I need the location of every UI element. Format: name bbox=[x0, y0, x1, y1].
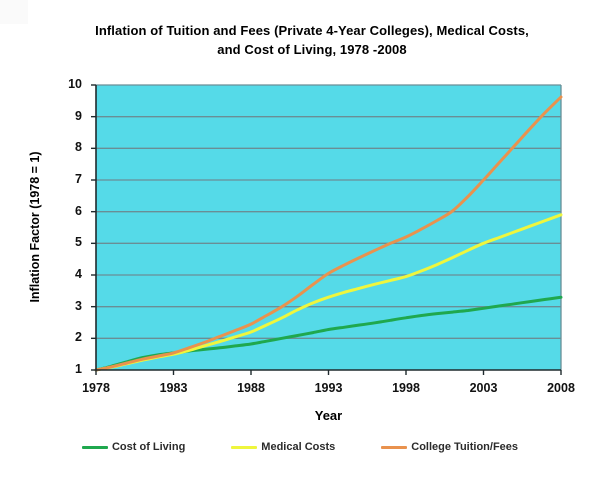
x-tick-label-1978: 1978 bbox=[82, 381, 110, 395]
legend-line-icon-medical-costs bbox=[231, 445, 258, 449]
y-tick-label-5: 5 bbox=[75, 235, 82, 250]
y-tick-label-9: 9 bbox=[75, 108, 82, 123]
y-tick-label-4: 4 bbox=[75, 267, 82, 281]
x-tick-label-1983: 1983 bbox=[159, 381, 188, 395]
legend-item-cost-of-living: Cost of Living bbox=[81, 441, 186, 453]
chart-title: Inflation of Tuition and Fees (Private 4… bbox=[24, 21, 600, 59]
y-tick-label-3: 3 bbox=[75, 298, 82, 313]
y-tick-label-6: 6 bbox=[75, 203, 82, 218]
legend-item-medical-costs: Medical Costs bbox=[231, 441, 335, 453]
chart-title-line1: Inflation of Tuition and Fees (Private 4… bbox=[95, 23, 529, 38]
x-tick-label-2003: 2003 bbox=[469, 381, 498, 395]
legend-label-college-tuition-fees: College Tuition/Fees bbox=[411, 441, 519, 453]
y-tick-label-10: 10 bbox=[68, 77, 82, 91]
legend-label-cost-of-living: Cost of Living bbox=[111, 441, 186, 453]
legend-label-medical-costs: Medical Costs bbox=[261, 441, 336, 453]
x-tick-label-2008: 2008 bbox=[547, 381, 575, 395]
window-corner-artifact bbox=[0, 0, 28, 24]
y-tick-label-2: 2 bbox=[75, 330, 82, 345]
x-tick-label-1998: 1998 bbox=[392, 381, 420, 395]
legend-line-icon-college-tuition-fees bbox=[381, 445, 408, 449]
chart-title-line2: and Cost of Living, 1978 -2008 bbox=[217, 42, 407, 57]
x-tick-label-1988: 1988 bbox=[237, 381, 265, 395]
plot-area bbox=[91, 84, 563, 375]
y-tick-label-7: 7 bbox=[75, 172, 82, 186]
x-axis-title: Year bbox=[314, 408, 343, 423]
x-tick-label-1993: 1993 bbox=[314, 381, 343, 395]
legend-item-college-tuition-fees: College Tuition/Fees bbox=[381, 441, 518, 453]
legend: Cost of Living Medical Costs College Tuiti… bbox=[0, 441, 600, 453]
y-tick-label-1: 1 bbox=[75, 362, 82, 376]
y-tick-label-8: 8 bbox=[75, 140, 82, 155]
series-line-college-tuition-fees bbox=[94, 95, 563, 372]
legend-line-icon-cost-of-living bbox=[81, 445, 108, 449]
y-axis-title: Inflation Factor (1978 = 1) bbox=[28, 151, 42, 303]
